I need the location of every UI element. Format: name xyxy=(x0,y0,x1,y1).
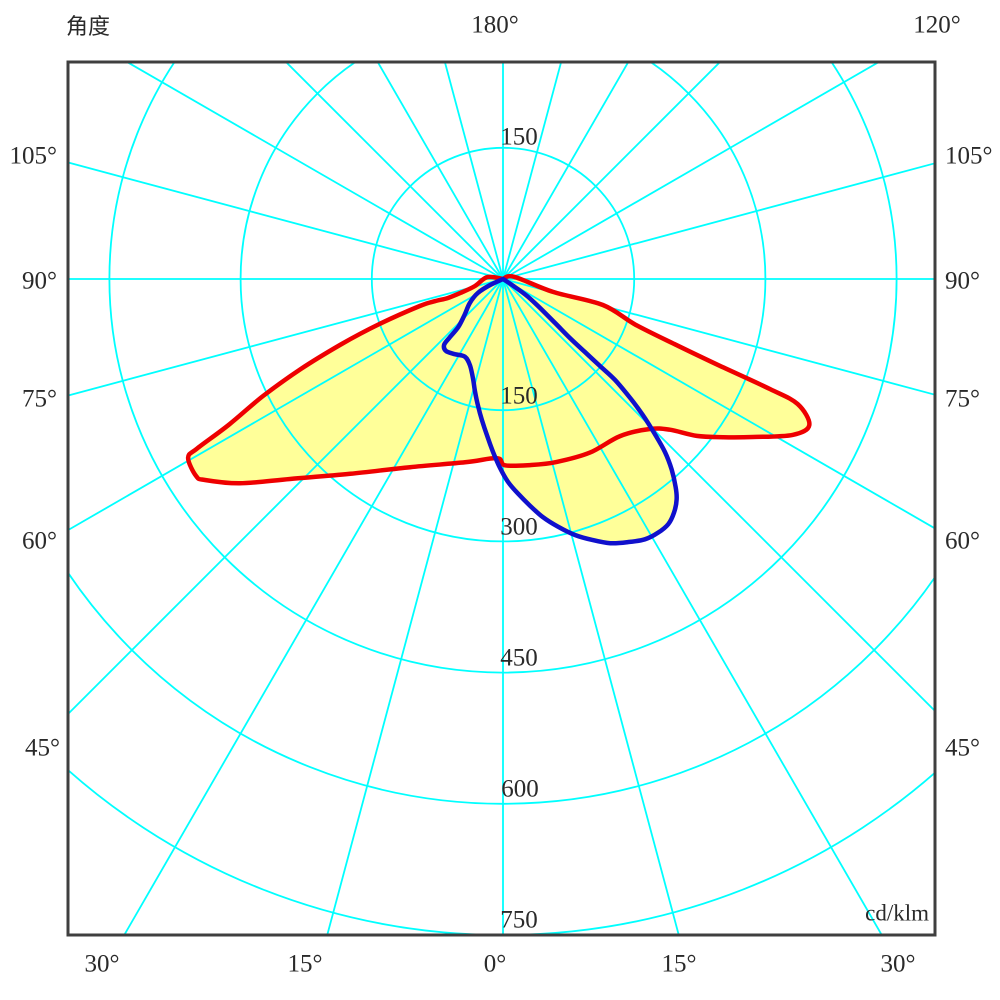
grid-ray-45 xyxy=(502,278,935,713)
radial-tick-750: 750 xyxy=(500,906,538,934)
top-right-angle-label: 120° xyxy=(913,11,961,39)
radial-tick-600: 600 xyxy=(501,775,539,803)
angle-axis-title: 角度 xyxy=(65,14,111,39)
grid-ray-105 xyxy=(502,162,935,280)
plot-border xyxy=(66,60,937,937)
grid-ray-30 xyxy=(502,278,883,935)
grid-ray-165 xyxy=(502,62,563,280)
left-angle-label-90: 90° xyxy=(22,267,57,295)
right-angle-label-60: 60° xyxy=(945,527,980,555)
grid-ray-150 xyxy=(502,62,630,280)
right-angle-label-45: 45° xyxy=(945,734,980,762)
left-angle-label-60: 60° xyxy=(22,527,57,555)
top-center-angle-label: 180° xyxy=(471,11,519,39)
bottom-angle-label-0: 0° xyxy=(483,950,507,978)
grid-ray-315 xyxy=(68,278,504,716)
left-angle-label-105: 105° xyxy=(9,142,58,170)
left-angle-label-45: 45° xyxy=(25,734,60,762)
blue-curve-fill xyxy=(443,279,677,544)
bottom-angle-label-15L: 15° xyxy=(287,950,323,978)
blue-curve xyxy=(441,276,679,546)
grid-ray-15 xyxy=(502,278,680,935)
bottom-angle-label-30R: 30° xyxy=(880,950,916,978)
radial-tick-150-upper: 150 xyxy=(500,123,538,151)
bottom-angle-label-30L: 30° xyxy=(84,950,120,978)
grid-ray-345 xyxy=(326,278,504,935)
grid-ray-60 xyxy=(502,278,935,530)
grid-ray-240 xyxy=(125,62,504,280)
unit-label: cd/klm xyxy=(865,900,929,926)
radial-tick-300: 300 xyxy=(500,513,538,541)
right-angle-label-75: 75° xyxy=(945,385,980,413)
grid-ray-135 xyxy=(502,62,722,280)
grid-ray-255 xyxy=(68,161,504,280)
bottom-angle-label-15R: 15° xyxy=(661,950,697,978)
grid-ray-120 xyxy=(502,62,881,280)
grid-ray-195 xyxy=(443,62,504,280)
grid-ray-210 xyxy=(376,62,504,280)
radial-tick-150: 150 xyxy=(500,382,538,410)
grid-ray-225 xyxy=(284,62,504,280)
grid-ray-285 xyxy=(68,278,504,397)
grid-ray-75 xyxy=(502,278,935,396)
left-angle-label-75: 75° xyxy=(22,385,57,413)
right-angle-label-105: 105° xyxy=(945,142,993,170)
radial-tick-450: 450 xyxy=(500,644,538,672)
grid-ray-300 xyxy=(68,278,504,532)
right-angle-label-90: 90° xyxy=(945,267,980,295)
grid-ray-330 xyxy=(123,278,504,935)
